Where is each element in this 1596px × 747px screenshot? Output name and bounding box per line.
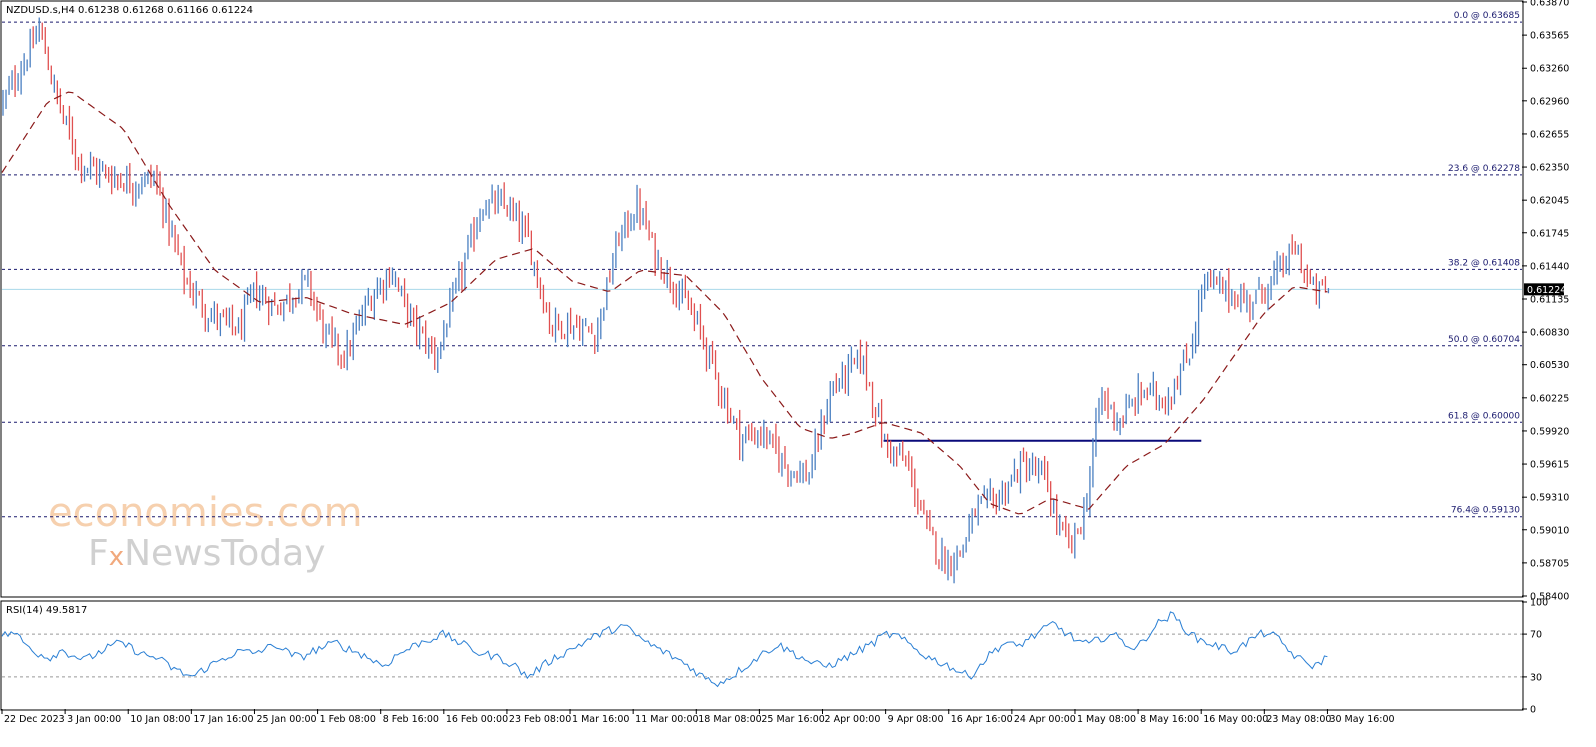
rsi-panel-frame: [0, 600, 1524, 711]
moving-average-line: [1, 91, 1328, 515]
x-tick-label: 2 Apr 00:00: [825, 714, 881, 725]
y-tick-label: 0.62655: [1530, 129, 1569, 140]
price-tag-text: 0.61224: [1527, 285, 1566, 296]
rsi-tick-label: 70: [1530, 630, 1542, 641]
y-tick-label: 0.62960: [1530, 96, 1569, 107]
y-tick-label: 0.63870: [1530, 0, 1569, 9]
x-tick-label: 18 Mar 08:00: [698, 714, 761, 725]
price-tag-box: [1524, 283, 1564, 296]
x-tick-label: 9 Apr 08:00: [888, 714, 944, 725]
x-tick-label: 16 Feb 00:00: [446, 714, 508, 725]
y-tick-label: 0.62045: [1530, 196, 1569, 207]
watermark-line2: FxNewsToday: [88, 533, 326, 574]
x-tick-label: 25 Jan 00:00: [256, 714, 316, 725]
fib-level-label: 0.0 @ 0.63685: [1454, 11, 1520, 21]
y-tick-label: 0.63565: [1530, 31, 1569, 42]
y-tick-label: 0.58400: [1530, 592, 1569, 603]
y-tick-label: 0.61440: [1530, 261, 1569, 272]
x-tick-label: 1 May 08:00: [1077, 714, 1136, 725]
x-tick-label: 22 Dec 2023: [4, 714, 65, 725]
x-tick-label: 30 May 16:00: [1329, 714, 1394, 725]
x-tick-label: 24 Apr 00:00: [1014, 714, 1076, 725]
y-tick-label: 0.60530: [1530, 360, 1569, 371]
x-tick-label: 1 Feb 08:00: [320, 714, 376, 725]
current-price-tag: 0.61224: [1524, 283, 1566, 296]
rsi-tick-label: 100: [1530, 598, 1548, 609]
axes: 0.63870 0.63565 0.63260 0.62960 0.62655 0.623…: [1, 0, 1569, 725]
y-tick-label: 0.61745: [1530, 228, 1569, 239]
x-tick-label: 23 May 08:00: [1266, 714, 1331, 725]
y-tick-label: 0.59615: [1530, 460, 1569, 471]
x-tick-label: 23 Feb 08:00: [509, 714, 571, 725]
x-tick-label: 16 May 00:00: [1203, 714, 1268, 725]
fib-level-label: 50.0 @ 0.60704: [1448, 335, 1520, 345]
y-tick-label: 0.59310: [1530, 493, 1569, 504]
y-tick-label: 0.59920: [1530, 426, 1569, 437]
y-tick-label: 0.62350: [1530, 163, 1569, 174]
y-tick-label: 0.60225: [1530, 393, 1569, 404]
symbol-header: NZDUSD.s,H4 0.61238 0.61268 0.61166 0.61…: [6, 5, 253, 16]
x-tick-label: 17 Jan 16:00: [193, 714, 253, 725]
watermark-line1: economies.com: [48, 490, 363, 536]
rsi-indicator: 100 70 30 0: [1, 598, 1548, 716]
x-tick-label: 8 May 16:00: [1140, 714, 1199, 725]
fib-level-label: 61.8 @ 0.60000: [1448, 411, 1520, 421]
moving-average: [1, 91, 1328, 515]
y-tick-label: 0.60830: [1530, 328, 1569, 339]
y-tick-label: 0.59010: [1530, 525, 1569, 536]
rsi-tick-label: 0: [1530, 705, 1536, 716]
rsi-tick-label: 30: [1530, 672, 1542, 683]
x-tick-label: 25 Mar 16:00: [761, 714, 824, 725]
x-tick-label: 10 Jan 08:00: [130, 714, 190, 725]
watermark: economies.com FxNewsToday: [48, 490, 363, 574]
x-tick-label: 8 Feb 16:00: [383, 714, 439, 725]
rsi-title: RSI(14) 49.5817: [6, 605, 87, 616]
x-tick-label: 11 Mar 00:00: [635, 714, 698, 725]
y-tick-label: 0.58705: [1530, 558, 1569, 569]
fib-level-label: 23.6 @ 0.62278: [1448, 164, 1520, 174]
y-tick-label: 0.61135: [1530, 295, 1569, 306]
x-tick-label: 3 Jan 00:00: [67, 714, 121, 725]
fib-level-label: 76.4@ 0.59130: [1451, 506, 1520, 516]
candles: [2, 17, 1330, 584]
x-tick-label: 16 Apr 16:00: [951, 714, 1013, 725]
x-tick-label: 1 Mar 16:00: [572, 714, 629, 725]
rsi-line: [1, 611, 1328, 688]
fib-level-label: 38.2 @ 0.61408: [1448, 258, 1520, 268]
y-tick-label: 0.63260: [1530, 64, 1569, 75]
